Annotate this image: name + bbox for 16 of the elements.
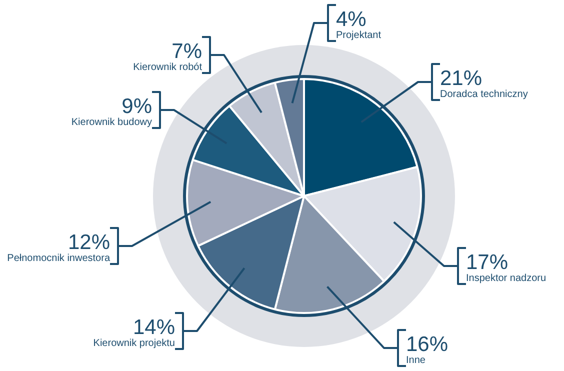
data-label: 17%	[466, 251, 508, 274]
slice-label: Inspektor nadzoru	[466, 273, 546, 284]
slice-label: Kierownik robót	[133, 62, 202, 73]
slice-label: Kierownik budowy	[71, 117, 152, 128]
data-label: 12%	[68, 231, 110, 254]
slice-label: Kierownik projektu	[93, 338, 175, 349]
data-label: 7%	[172, 40, 202, 63]
data-label: 4%	[336, 8, 366, 31]
slice-label: Doradca techniczny	[440, 89, 528, 100]
slice-label: Pełnomocnik inwestora	[7, 253, 110, 264]
data-label: 9%	[122, 95, 152, 118]
data-label: 16%	[406, 333, 448, 356]
slice-label: Projektant	[336, 30, 382, 41]
data-label: 14%	[132, 316, 175, 339]
data-label: 21%	[440, 67, 482, 90]
slice-label: Inne	[406, 355, 426, 366]
